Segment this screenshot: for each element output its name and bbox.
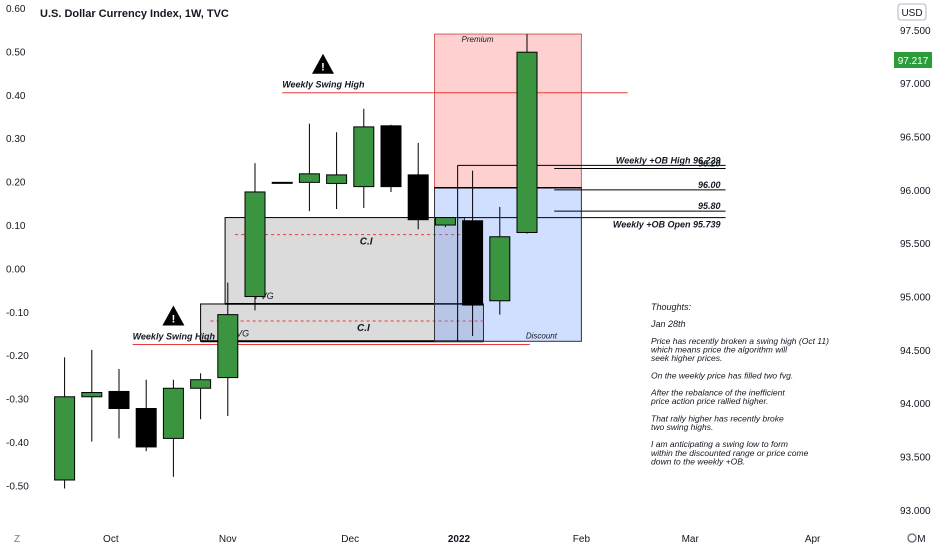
notes-line: That rally higher has recently broke bbox=[651, 413, 784, 423]
currency-badge bbox=[897, 3, 927, 21]
notes-line: price action price rallied higher. bbox=[650, 396, 768, 406]
x-axis-label: 2022 bbox=[448, 534, 471, 545]
left-axis-tick: -0.40 bbox=[6, 438, 29, 449]
left-axis-tick: -0.30 bbox=[6, 395, 29, 406]
right-axis-tick: 93.500 bbox=[900, 453, 931, 464]
premium-label: Premium bbox=[462, 35, 494, 44]
candle-body bbox=[271, 181, 293, 184]
notes-line: seek higher prices. bbox=[651, 353, 722, 363]
right-axis-tick: 97.000 bbox=[900, 79, 931, 90]
left-axis-tick: -0.20 bbox=[6, 351, 29, 362]
fvg-zone bbox=[200, 303, 484, 342]
warning-icon bbox=[162, 305, 185, 326]
swing-high-label: Weekly Swing High bbox=[133, 332, 216, 342]
candle-body bbox=[462, 220, 484, 306]
x-axis-label: Mar bbox=[682, 534, 700, 545]
left-axis-tick: 0.20 bbox=[6, 178, 26, 189]
left-axis-tick: -0.10 bbox=[6, 308, 29, 319]
candle-body bbox=[54, 396, 76, 481]
candle-body bbox=[81, 392, 103, 398]
right-axis-tick: 94.500 bbox=[900, 346, 931, 357]
warning-icon-glyph: ! bbox=[172, 314, 176, 326]
x-axis-label: Nov bbox=[219, 534, 237, 545]
level-label: 96.00 bbox=[698, 180, 721, 190]
last-price-tag bbox=[894, 51, 932, 68]
right-axis-tick: 95.000 bbox=[900, 293, 931, 304]
notes-line: Price has recently broken a swing high (… bbox=[651, 336, 829, 346]
notes-heading: Thoughts: bbox=[651, 302, 692, 312]
left-axis-tick: 0.10 bbox=[6, 221, 26, 232]
candle-body bbox=[217, 314, 239, 379]
left-axis-tick: 0.60 bbox=[6, 4, 26, 15]
notes-line: which means price the algorithm will bbox=[651, 345, 788, 355]
right-axis-tick: 94.000 bbox=[900, 399, 931, 410]
level-label: 96.20 bbox=[698, 158, 721, 168]
candle-body bbox=[298, 173, 320, 183]
ci-label: C.I bbox=[357, 323, 370, 334]
currency-label: USD bbox=[901, 8, 922, 19]
fvg-label: FVG bbox=[231, 328, 250, 338]
notes-line: After the rebalance of the inefficient bbox=[650, 388, 785, 398]
left-axis-tick: -0.50 bbox=[6, 481, 29, 492]
notes-line: two swing highs. bbox=[651, 422, 713, 432]
x-axis-label: Apr bbox=[805, 534, 821, 545]
left-axis-tick: 0.40 bbox=[6, 91, 26, 102]
level-label: Weekly +OB High 96.229 bbox=[616, 155, 721, 165]
last-price-value: 97.217 bbox=[898, 56, 929, 67]
x-axis-label: Feb bbox=[573, 534, 591, 545]
notes-line: down to the weekly +OB. bbox=[651, 456, 745, 466]
left-axis-tick: 0.50 bbox=[6, 47, 26, 58]
candle-body bbox=[516, 51, 538, 233]
candle-body bbox=[326, 174, 348, 184]
ci-label: C.I bbox=[360, 237, 373, 248]
timezone-icon: Z bbox=[14, 534, 20, 545]
candle-body bbox=[162, 387, 184, 439]
right-axis-tick: 96.000 bbox=[900, 186, 931, 197]
level-label: Weekly +OB Open 95.739 bbox=[613, 220, 721, 230]
notes-line: On the weekly price has filled two fvg. bbox=[651, 370, 793, 380]
left-axis-tick: 0.00 bbox=[6, 264, 26, 275]
candle-body bbox=[489, 236, 511, 302]
candle-body bbox=[244, 191, 266, 298]
gear-icon bbox=[907, 533, 917, 543]
candle-body bbox=[380, 125, 402, 188]
x-axis-label: Dec bbox=[341, 534, 359, 545]
notes-date: Jan 28th bbox=[650, 319, 686, 329]
x-axis-label: M bbox=[917, 534, 925, 545]
x-axis-label: Oct bbox=[103, 534, 119, 545]
left-axis-tick: 0.30 bbox=[6, 134, 26, 145]
candle-body bbox=[434, 217, 456, 226]
right-axis-tick: 93.000 bbox=[900, 506, 931, 517]
candle-body bbox=[135, 408, 157, 448]
right-axis-tick: 95.500 bbox=[900, 239, 931, 250]
candle-body bbox=[353, 126, 375, 188]
candle-body bbox=[190, 379, 212, 389]
chart-title: U.S. Dollar Currency Index, 1W, TVC bbox=[40, 8, 229, 20]
right-axis-tick: 97.500 bbox=[900, 26, 931, 37]
premium-zone bbox=[434, 33, 582, 189]
right-axis-tick: 96.500 bbox=[900, 132, 931, 143]
warning-icon bbox=[312, 53, 334, 74]
notes-line: within the discounted range or price com… bbox=[651, 448, 809, 458]
notes-line: I am anticipating a swing low to form bbox=[651, 439, 788, 449]
swing-high-label: Weekly Swing High bbox=[282, 80, 365, 90]
candle-body bbox=[407, 174, 429, 221]
discount-label: Discount bbox=[526, 331, 558, 340]
level-label: 95.80 bbox=[698, 201, 721, 211]
candle-body bbox=[108, 390, 130, 410]
warning-icon-glyph: ! bbox=[321, 62, 325, 74]
